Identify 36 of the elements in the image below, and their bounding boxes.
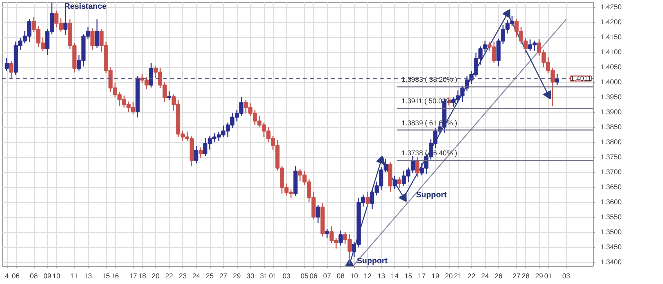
candlestick (316, 204, 320, 224)
point (398, 193, 407, 202)
candlestick (379, 166, 384, 191)
candlestick (149, 62, 154, 88)
candlestick (54, 10, 59, 28)
candlestick (532, 40, 537, 52)
candlestick (392, 175, 398, 190)
candlestick (397, 176, 402, 189)
candlestick (348, 234, 352, 265)
candlestick (370, 190, 375, 210)
point (502, 9, 511, 18)
candlestick (216, 132, 222, 142)
candlestick (95, 19, 100, 49)
point (376, 156, 386, 164)
annotation: Resistance (64, 2, 108, 11)
candlestick (294, 166, 298, 197)
candlestick (9, 60, 14, 79)
candlestick (144, 76, 149, 90)
candlestick (244, 100, 248, 114)
annotation: Support (416, 190, 448, 200)
candlestick (203, 138, 208, 157)
candlestick (4, 58, 10, 72)
candlestick (338, 230, 343, 246)
point (543, 90, 552, 100)
candlestick (90, 28, 95, 51)
candlestick (198, 147, 204, 158)
candlestick (415, 157, 420, 178)
candlestick (208, 136, 212, 150)
candlestick (221, 125, 226, 138)
candlestick (194, 146, 199, 164)
candlestick (190, 136, 194, 168)
candlestick (27, 18, 32, 43)
annotation: Support (357, 256, 388, 266)
candlestick (402, 170, 406, 187)
candlestick (388, 162, 393, 193)
candlestick (366, 192, 370, 206)
